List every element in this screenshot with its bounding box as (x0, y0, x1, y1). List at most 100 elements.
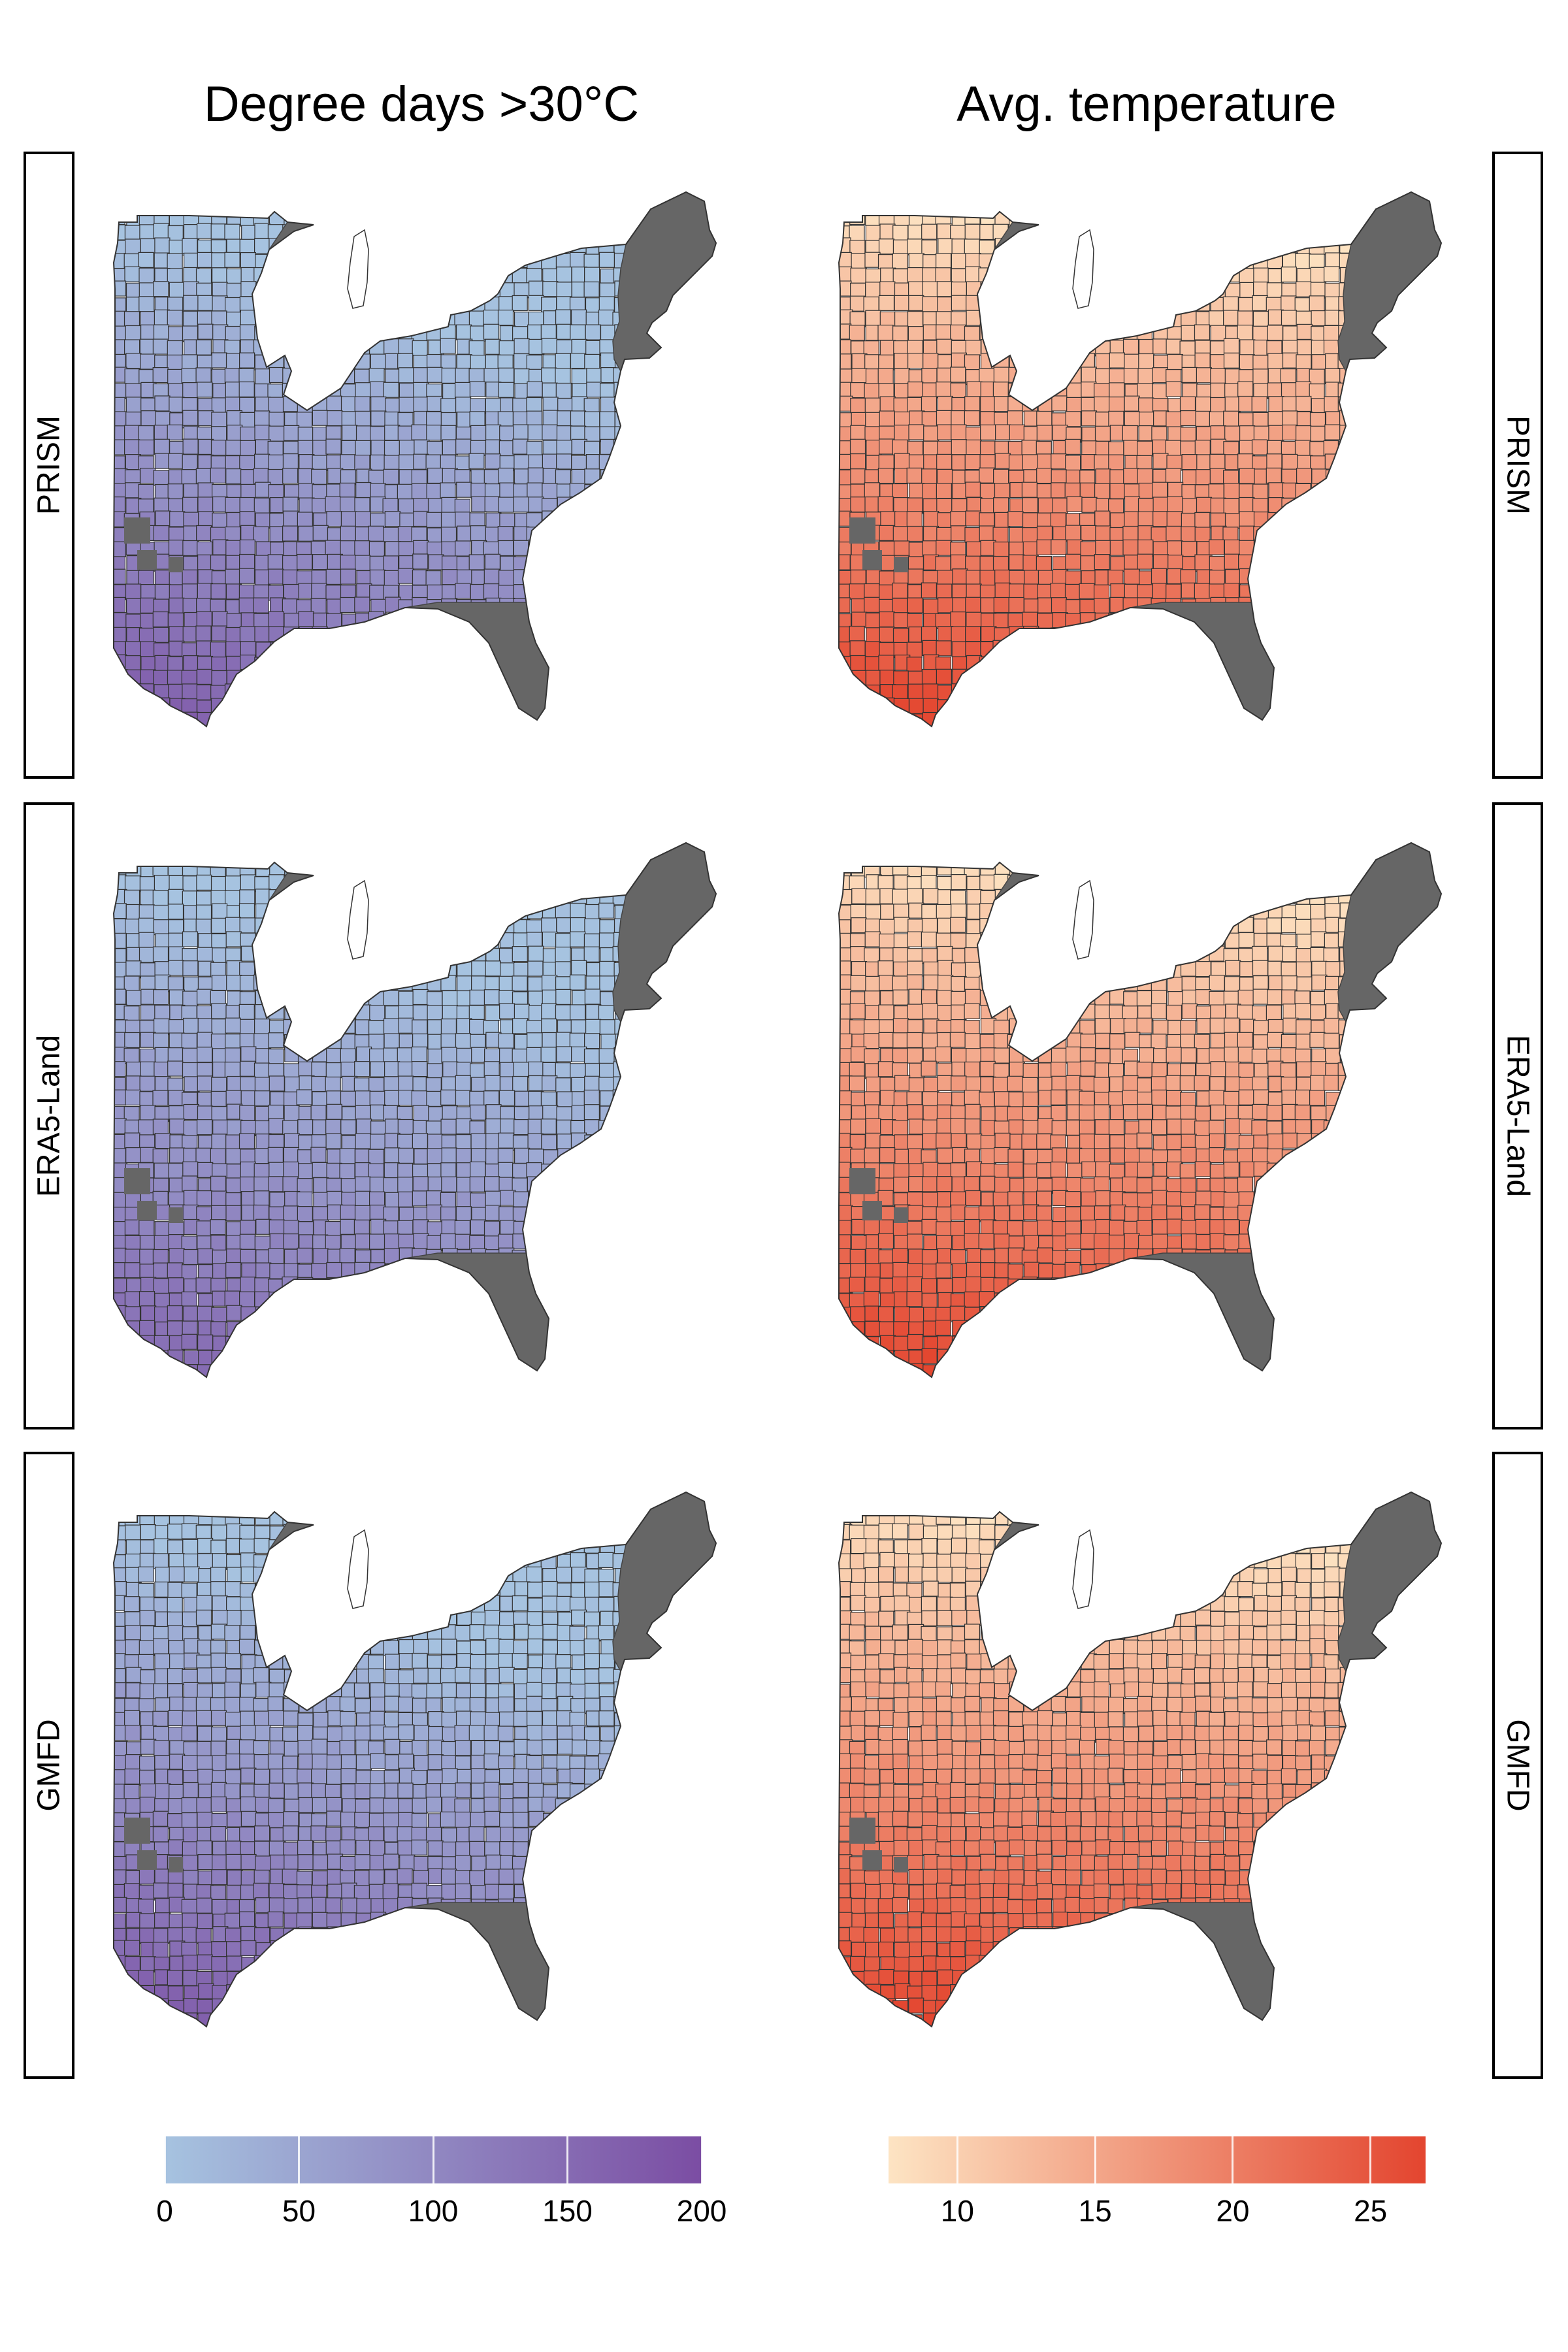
county-cell (197, 323, 214, 340)
county-cell (1036, 382, 1053, 398)
county-cell (936, 382, 952, 398)
county-cell (469, 1090, 485, 1107)
county-cell (1066, 668, 1082, 685)
county-cell (312, 1162, 328, 1179)
county-cell (1353, 455, 1369, 472)
county-cell (714, 209, 716, 225)
county-cell (542, 1277, 558, 1294)
county-cell (555, 353, 571, 369)
county-cell (555, 453, 572, 470)
county-cell (325, 889, 342, 905)
county-cell (656, 656, 673, 673)
county-cell (526, 1162, 542, 1179)
county-cell (655, 1033, 672, 1049)
county-cell (628, 1034, 644, 1050)
county-cell (965, 641, 981, 657)
county-cell (355, 310, 372, 327)
county-cell (557, 654, 573, 670)
county-cell (1281, 468, 1298, 485)
county-cell (964, 396, 981, 412)
county-cell (455, 1350, 472, 1366)
county-cell (921, 468, 938, 485)
county-cell (1338, 583, 1354, 600)
county-cell (1396, 568, 1413, 585)
county-cell (1310, 698, 1326, 714)
county-cell (713, 383, 716, 399)
county-cell (225, 699, 242, 715)
county-cell (614, 669, 630, 686)
county-cell (570, 309, 587, 325)
county-cell (584, 468, 600, 485)
county-cell (184, 1350, 200, 1366)
county-cell (399, 397, 415, 413)
county-cell (353, 1364, 370, 1377)
county-cell (340, 469, 357, 485)
county-cell (642, 1020, 659, 1036)
county-cell (865, 269, 881, 285)
county-cell (168, 889, 184, 905)
county-cell (686, 975, 703, 992)
county-cell (892, 712, 908, 727)
county-cell (642, 598, 658, 615)
county-cell (397, 932, 413, 948)
county-cell (671, 441, 688, 457)
county-cell (123, 339, 140, 355)
county-cell (937, 699, 953, 715)
county-cell (685, 932, 701, 949)
county-cell (225, 875, 241, 892)
county-cell (1168, 238, 1184, 254)
county-cell (153, 919, 169, 936)
county-cell (312, 989, 329, 1005)
county-cell (1008, 698, 1024, 715)
county-cell (211, 1190, 227, 1207)
county-cell (713, 1176, 716, 1192)
county-cell (456, 354, 472, 370)
county-cell (485, 685, 502, 702)
county-cell (440, 1033, 457, 1050)
county-cell (556, 598, 572, 615)
county-cell (312, 670, 329, 687)
column-title-degree-days: Degree days >30°C (203, 76, 640, 132)
county-cell (210, 642, 226, 658)
county-cell (114, 197, 128, 213)
county-cell (326, 223, 342, 240)
county-cell (457, 889, 473, 905)
county-cell (412, 283, 429, 299)
county-cell (123, 711, 140, 727)
county-cell (922, 640, 938, 657)
county-cell (397, 683, 413, 699)
county-cell (470, 1077, 487, 1093)
county-cell (123, 889, 140, 906)
county-cell (498, 570, 515, 586)
county-cell (384, 846, 400, 862)
county-cell (713, 1348, 716, 1364)
county-cell (950, 510, 966, 527)
county-cell (555, 1062, 571, 1079)
county-cell (370, 426, 386, 442)
county-cell (1425, 640, 1441, 657)
county-cell (670, 539, 686, 556)
county-cell (1136, 860, 1152, 877)
county-cell (1152, 845, 1169, 862)
county-cell (240, 683, 257, 700)
county-cell (1424, 283, 1441, 299)
county-cell (183, 555, 199, 572)
county-cell (671, 657, 687, 673)
county-cell (1151, 568, 1168, 584)
county-cell (1411, 311, 1428, 327)
county-cell (979, 512, 995, 529)
county-cell (195, 1147, 212, 1164)
county-cell (283, 1161, 299, 1178)
county-cell (1124, 195, 1140, 212)
county-cell (892, 439, 908, 455)
county-cell (700, 555, 716, 572)
county-cell (1309, 511, 1326, 528)
county-cell (240, 427, 256, 443)
county-cell (253, 1190, 270, 1207)
county-cell (1381, 685, 1397, 701)
county-cell (1426, 324, 1441, 340)
county-cell (1051, 684, 1068, 700)
county-cell (152, 338, 169, 355)
county-cell (269, 282, 286, 298)
county-cell (627, 1191, 644, 1207)
